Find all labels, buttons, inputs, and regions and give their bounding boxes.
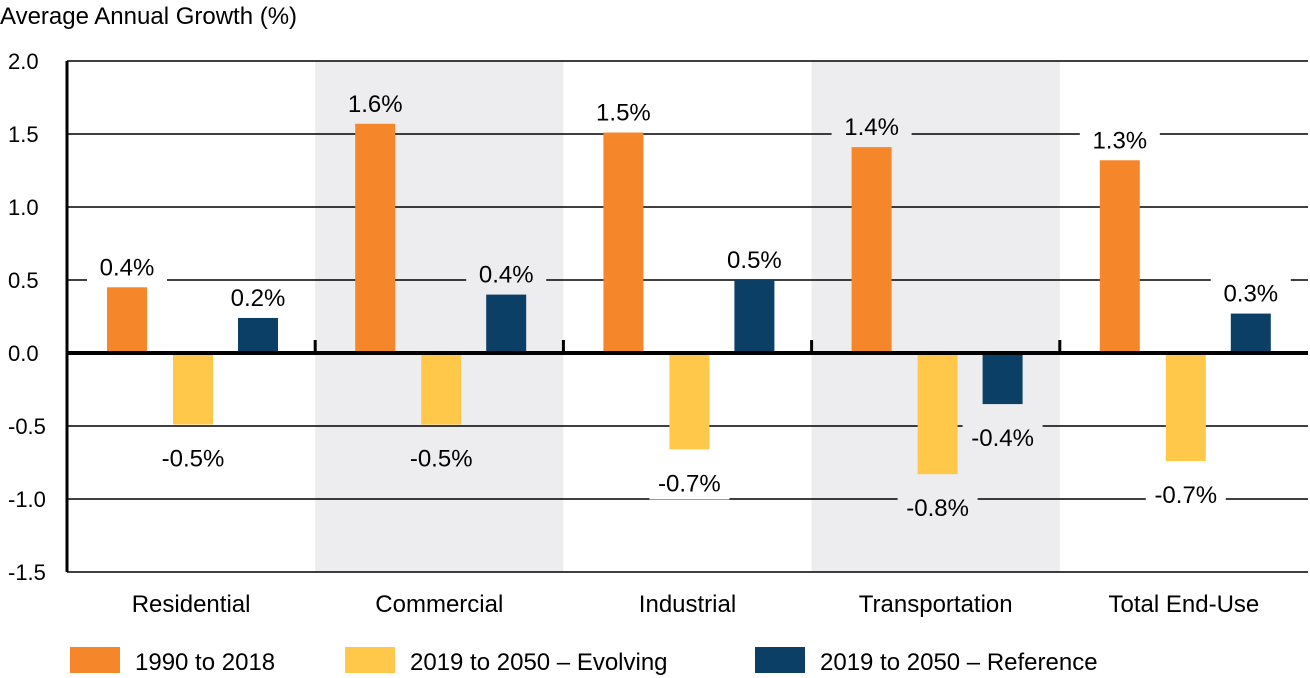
bar [1165, 353, 1206, 462]
data-label: -0.4% [971, 425, 1034, 452]
label-background [1210, 277, 1291, 310]
bar [669, 353, 710, 450]
category-label: Residential [132, 591, 251, 618]
bar [982, 353, 1023, 405]
bar [486, 294, 527, 353]
bar [238, 317, 278, 353]
data-label: 1.4% [844, 114, 899, 141]
data-label: -0.7% [658, 470, 721, 497]
legend-label: 2019 to 2050 – Reference [820, 649, 1098, 676]
label-background [1145, 479, 1226, 512]
y-tick-label: 1.0 [8, 195, 39, 220]
legend-swatch [345, 647, 395, 673]
bar [1230, 313, 1271, 353]
bar [421, 353, 462, 425]
bar [107, 287, 147, 353]
legend-swatch [755, 647, 805, 673]
bar [355, 123, 396, 353]
y-tick-label: 0.0 [8, 341, 39, 366]
data-label: -0.5% [162, 446, 225, 473]
category-label: Industrial [639, 591, 736, 618]
label-background [153, 442, 233, 475]
label-background [466, 258, 547, 291]
data-label: 1.6% [348, 91, 403, 118]
data-label: 0.2% [231, 285, 286, 312]
y-tick-label: 0.5 [8, 268, 39, 293]
legend-swatch [70, 647, 120, 673]
bar [173, 353, 213, 425]
label-background [583, 96, 664, 129]
label-background [218, 281, 298, 314]
y-axis-title: Average Annual Growth (%) [0, 3, 297, 30]
label-background [401, 442, 482, 475]
label-background [714, 244, 795, 276]
bar [917, 353, 958, 475]
category-label: Commercial [375, 591, 503, 618]
y-tick-label: -1.5 [8, 560, 46, 585]
bar [734, 280, 775, 353]
data-label: -0.8% [906, 495, 969, 522]
label-background [897, 492, 978, 525]
y-tick-label: 1.5 [8, 122, 39, 147]
label-background [831, 111, 912, 144]
data-label: 0.4% [100, 254, 155, 281]
data-label: 0.5% [727, 247, 782, 274]
label-background [649, 467, 730, 500]
label-background [962, 422, 1043, 455]
data-label: 1.3% [1092, 127, 1147, 154]
label-background [335, 87, 416, 120]
data-label: 1.5% [596, 100, 651, 127]
legend-label: 1990 to 2018 [135, 649, 275, 676]
bar [603, 132, 644, 353]
bar [851, 147, 892, 353]
y-tick-label: -1.0 [8, 487, 46, 512]
data-label: -0.7% [1154, 482, 1217, 509]
data-label: 0.3% [1223, 281, 1278, 308]
category-label: Total End-Use [1109, 591, 1260, 618]
y-tick-label: 2.0 [8, 49, 39, 74]
bar [1099, 160, 1140, 353]
data-label: -0.5% [410, 446, 473, 473]
legend-label: 2019 to 2050 – Evolving [410, 649, 668, 676]
y-tick-label: -0.5 [8, 414, 46, 439]
category-label: Transportation [859, 591, 1013, 618]
data-label: 0.4% [479, 262, 534, 289]
label-background [87, 251, 167, 284]
label-background [1079, 124, 1160, 157]
